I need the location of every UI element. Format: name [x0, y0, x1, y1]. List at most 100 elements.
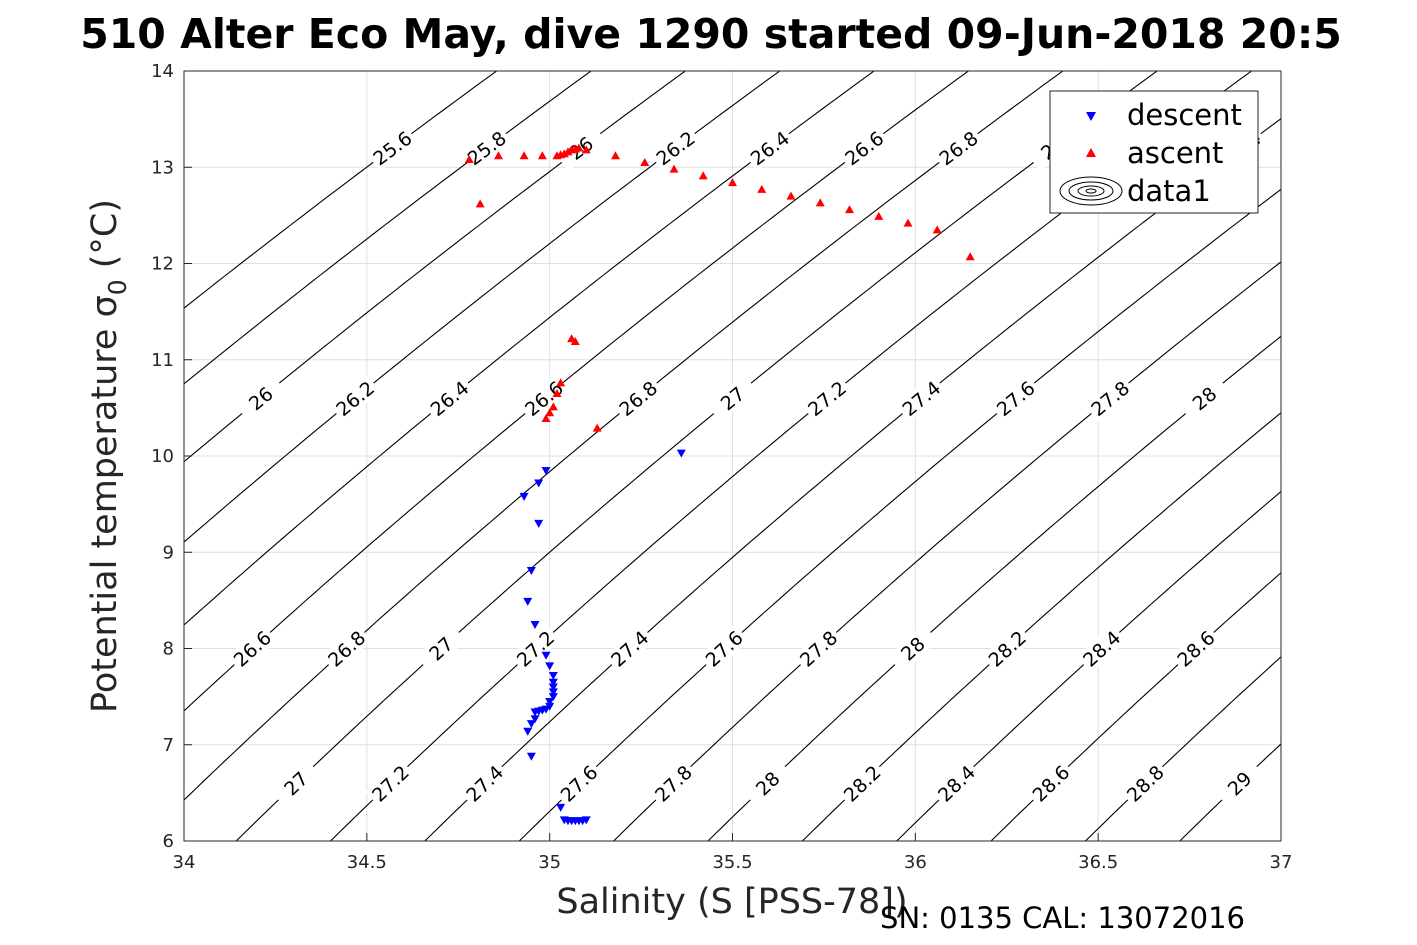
isopycnal-label-bg	[887, 624, 938, 673]
isopycnal-label-bg	[423, 374, 475, 422]
isopycnal-label-bg	[742, 758, 793, 808]
isopycnal-label-bg	[981, 624, 1033, 673]
isopycnal-label-bg	[649, 124, 702, 172]
descent-point	[530, 708, 540, 717]
descent-point	[534, 479, 544, 488]
isopycnal-27.8	[612, 261, 1281, 841]
isopycnal-label-bg	[895, 374, 947, 422]
x-tick-label: 36.5	[1078, 852, 1118, 873]
isopycnal-label-bg	[321, 624, 372, 673]
isopycnal-label-bg	[366, 124, 419, 172]
isopycnal-26.4	[184, 71, 875, 626]
ascent-point	[874, 211, 884, 220]
isopycnal-25.8	[184, 71, 592, 385]
isopycnal-label-bg	[518, 374, 570, 422]
descent-point	[523, 727, 533, 736]
isopycnal-label-bg	[838, 124, 890, 172]
descent-point	[548, 671, 558, 680]
isopycnal-label-bg	[612, 374, 664, 422]
ascent-point	[845, 205, 855, 214]
isopycnal-label-bg	[510, 624, 561, 673]
descent-point	[581, 816, 591, 825]
isopycnal-label-bg	[706, 374, 759, 422]
y-tick-label: 14	[151, 61, 174, 82]
axis-ticks: 34 34.5 35 35.5 36 36.5 37 6 7 8 9 10 11 12 13 14	[151, 61, 1292, 873]
isopycnal-26.8	[184, 71, 1064, 801]
ascent-point	[519, 151, 529, 160]
ascent-point	[570, 336, 580, 345]
descent-point	[541, 466, 551, 475]
isopycnal-label-bg	[227, 624, 278, 673]
y-tick-label: 12	[151, 254, 174, 275]
y-axis-label-unit: (°C)	[85, 199, 125, 279]
isopycnal-label-bg	[365, 758, 416, 808]
isopycnal-label-bg	[698, 624, 750, 673]
x-tick-label: 36	[904, 852, 927, 873]
legend-data1-label: data1	[1127, 174, 1211, 208]
isopycnal-label-bg	[1170, 624, 1221, 673]
isopycnal-label-bg	[459, 758, 510, 808]
ascent-point	[552, 388, 562, 397]
ascent-point	[815, 198, 825, 207]
isopycnal-label-bg	[1120, 758, 1171, 808]
ascent-point	[545, 408, 555, 417]
descent-point	[530, 620, 540, 629]
descent-point	[526, 752, 536, 761]
x-tick-label: 34.5	[347, 852, 387, 873]
isopycnal-label-bg	[932, 124, 985, 172]
ascent-point	[541, 413, 551, 422]
ascent-point	[757, 184, 767, 193]
isopycnal-27.6	[518, 188, 1281, 841]
legend: descent ascent data1	[1049, 90, 1259, 214]
descent-point	[526, 567, 536, 576]
ascent-point	[932, 225, 942, 234]
ascent-point	[965, 252, 975, 261]
isopycnal-28.8	[1084, 656, 1281, 841]
y-axis-label-main: Potential temperature σ	[85, 295, 125, 713]
y-axis-label: Potential temperature σ0 (°C)	[85, 199, 132, 713]
legend-box	[1049, 90, 1259, 214]
isopycnal-label-bg	[743, 124, 796, 172]
isopycnal-label-bg	[329, 374, 381, 422]
descent-point	[548, 678, 558, 687]
isopycnal-28.2	[801, 412, 1281, 841]
isopycnal-label-bg	[931, 758, 982, 808]
y-tick-label: 13	[151, 157, 174, 178]
ascent-point	[669, 164, 679, 173]
isopycnal-28.6	[990, 572, 1281, 841]
y-axis-label-sub: 0	[103, 279, 132, 295]
isopycnal-label-bg	[270, 758, 321, 808]
x-tick-label: 37	[1270, 852, 1293, 873]
descent-point	[548, 688, 558, 697]
x-tick-label: 35.5	[712, 852, 752, 873]
descent-point	[519, 492, 529, 501]
descent-point	[548, 693, 558, 702]
isopycnal-label-bg	[837, 758, 887, 808]
isopycnal-label-bg	[604, 624, 655, 673]
ascent-point	[592, 423, 602, 432]
descent-point	[556, 803, 566, 812]
ascent-point	[640, 157, 650, 166]
ascent-point	[728, 178, 737, 187]
legend-data1-contour-icon	[1059, 176, 1123, 206]
chart-title: 510 Alter Eco May, dive 1290 started 09-…	[80, 10, 1342, 58]
data-points	[464, 143, 975, 826]
y-tick-label: 10	[151, 446, 174, 467]
ascent-point	[786, 191, 796, 200]
isopycnal-label-bg	[1178, 374, 1230, 422]
ascent-point	[548, 402, 558, 411]
isopycnal-25.6	[184, 71, 498, 309]
x-tick-label: 34	[173, 852, 196, 873]
x-tick-label: 35	[538, 852, 561, 873]
descent-point	[530, 715, 540, 724]
y-tick-label: 11	[151, 350, 174, 371]
isopycnal-label-bg	[793, 624, 844, 673]
isopycnal-28.4	[895, 490, 1281, 841]
y-tick-label: 6	[163, 831, 174, 852]
legend-ascent-marker	[1086, 148, 1096, 157]
isopycnal-26.6	[184, 71, 970, 712]
descent-point	[534, 519, 544, 528]
descent-point	[676, 449, 686, 458]
isopycnal-label-bg	[235, 374, 287, 422]
